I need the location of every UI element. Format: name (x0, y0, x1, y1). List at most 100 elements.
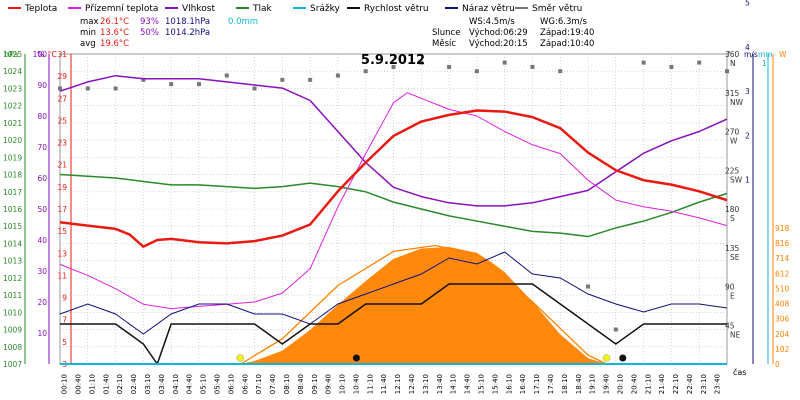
direction-compass-label: E (730, 292, 735, 301)
pressure-tick-label: 1017 (3, 188, 22, 197)
windspeed-tick-label: 5 (745, 0, 750, 8)
legend: Teplota Přízemní teplota Vlhkost Tlak Srážky… (8, 4, 582, 14)
chart-title: 5.9.2012 (361, 53, 425, 68)
moonset-text: Západ:10:40 (540, 39, 594, 49)
temperature-tick-label: 17 (57, 205, 67, 214)
axis-pressure-title: hPa (4, 50, 19, 59)
pressure-tick-label: 1007 (3, 360, 22, 369)
legend-label: Směr větru (532, 4, 582, 14)
solar-tick-label: 0 (775, 360, 780, 369)
solar-tick-label: 816 (775, 239, 790, 248)
wind-direction-point (113, 86, 118, 91)
wind-direction-point (196, 82, 201, 87)
pressure-tick-label: 1016 (3, 205, 22, 214)
legend-label: Tlak (252, 4, 273, 14)
direction-compass-label: SW (730, 175, 743, 184)
direction-compass-label: NW (730, 98, 744, 107)
temperature-tick-label: 19 (57, 183, 67, 192)
pressure-tick-label: 1021 (3, 119, 22, 128)
x-tick-label: 19:10 (589, 374, 597, 394)
stat-press-min: 1014.2hPa (165, 28, 210, 38)
x-tick-label: 13:40 (436, 374, 444, 394)
pressure-tick-label: 1015 (3, 222, 22, 231)
direction-tick-label: 315 (725, 89, 740, 98)
direction-tick-label: 270 (725, 128, 740, 137)
pressure-tick-label: 1024 (3, 67, 22, 76)
x-tick-label: 21:10 (644, 374, 652, 394)
stat-temp-min: 13.6°C (100, 28, 129, 38)
temperature-tick-label: 11 (57, 271, 67, 280)
direction-tick-label: 225 (725, 166, 740, 175)
humidity-tick-label: 40 (37, 236, 47, 245)
wind-direction-point (530, 64, 535, 69)
temperature-tick-label: 25 (57, 116, 67, 125)
pressure-tick-label: 1025 (3, 50, 22, 59)
temperature-tick-label: 7 (62, 316, 67, 325)
x-tick-label: 17:40 (547, 374, 555, 394)
x-tick-label: 04:10 (172, 374, 180, 394)
wind-speed-info: WS:4.5m/s (469, 17, 515, 27)
pressure-tick-label: 1023 (3, 84, 22, 93)
axis-humidity-title: % (37, 50, 45, 59)
wind-speed-line (60, 283, 727, 366)
x-tick-label: 16:10 (505, 374, 513, 394)
wind-direction-point (613, 327, 618, 332)
pressure-tick-label: 1012 (3, 274, 22, 283)
wind-direction-point (224, 73, 229, 78)
pressure-tick-label: 1010 (3, 308, 22, 317)
solar-tick-label: 918 (775, 224, 790, 233)
solar-tick-label: 306 (775, 315, 790, 324)
x-axis: 00:10 00:40 01:10 01:40 02:10 02:40 03:10 03:40… (61, 367, 747, 394)
x-tick-label: 18:40 (575, 374, 583, 394)
axis-direction-title: ° (727, 50, 731, 59)
stat-temp-avg: 19.6°C (100, 39, 129, 49)
sunset-marker (602, 354, 611, 362)
humidity-tick-label: 90 (37, 81, 47, 90)
wind-direction-point (363, 69, 368, 74)
stat-label-avg: avg (80, 39, 96, 49)
moonrise-marker (619, 354, 627, 362)
legend-label: Náraz větru (462, 4, 515, 14)
stat-hum-min: 50% (140, 28, 159, 38)
x-tick-label: 05:10 (200, 374, 208, 394)
humidity-tick-label: 70 (37, 143, 47, 152)
x-tick-label: 13:10 (422, 374, 430, 394)
temperature-tick-label: 29 (57, 72, 67, 81)
windspeed-tick-label: 3 (745, 87, 750, 96)
x-tick-label: 01:40 (102, 374, 110, 394)
sunrise-marker (236, 354, 244, 362)
solar-radiation-area (240, 246, 607, 364)
x-tick-label: 06:40 (241, 374, 249, 394)
direction-compass-label: N (730, 59, 736, 68)
axis-rain-title: mm (758, 50, 773, 59)
sunrise-text: Východ:06:29 (469, 28, 528, 38)
pressure-tick-label: 1020 (3, 136, 22, 145)
x-tick-label: 01:10 (88, 374, 96, 394)
x-tick-label: 11:10 (366, 374, 374, 394)
stat-press-max: 1018.1hPa (165, 17, 210, 27)
x-tick-label: 09:40 (325, 374, 333, 394)
humidity-tick-label: 20 (37, 298, 47, 307)
temperature-tick-label: 5 (62, 338, 67, 347)
humidity-tick-label: 30 (37, 267, 47, 276)
wind-direction-point (280, 77, 285, 82)
pressure-tick-label: 1019 (3, 153, 22, 162)
direction-tick-label: 360 (725, 50, 740, 59)
wind-direction-point (169, 82, 174, 87)
stat-label-min: min (80, 28, 96, 38)
wind-direction-point (252, 86, 257, 91)
x-tick-label: 15:40 (491, 374, 499, 394)
x-tick-label: 02:10 (116, 374, 124, 394)
moonrise-text: Východ:20:15 (469, 39, 528, 49)
sun-label: Slunce (432, 28, 460, 38)
stats-block: max 26.1°C 93% 1018.1hPa 0.0mm min 13.6°C 50% 10… (80, 17, 594, 49)
wind-direction-point (141, 77, 146, 82)
humidity-tick-label: 50 (37, 205, 47, 214)
humidity-tick-label: 100 (33, 50, 48, 59)
sunset-text: Západ:19:40 (540, 28, 594, 38)
temperature-tick-label: 27 (57, 94, 67, 103)
temperature-line (59, 109, 728, 248)
x-tick-label: 14:10 (450, 374, 458, 394)
temperature-tick-label: 13 (57, 249, 67, 258)
